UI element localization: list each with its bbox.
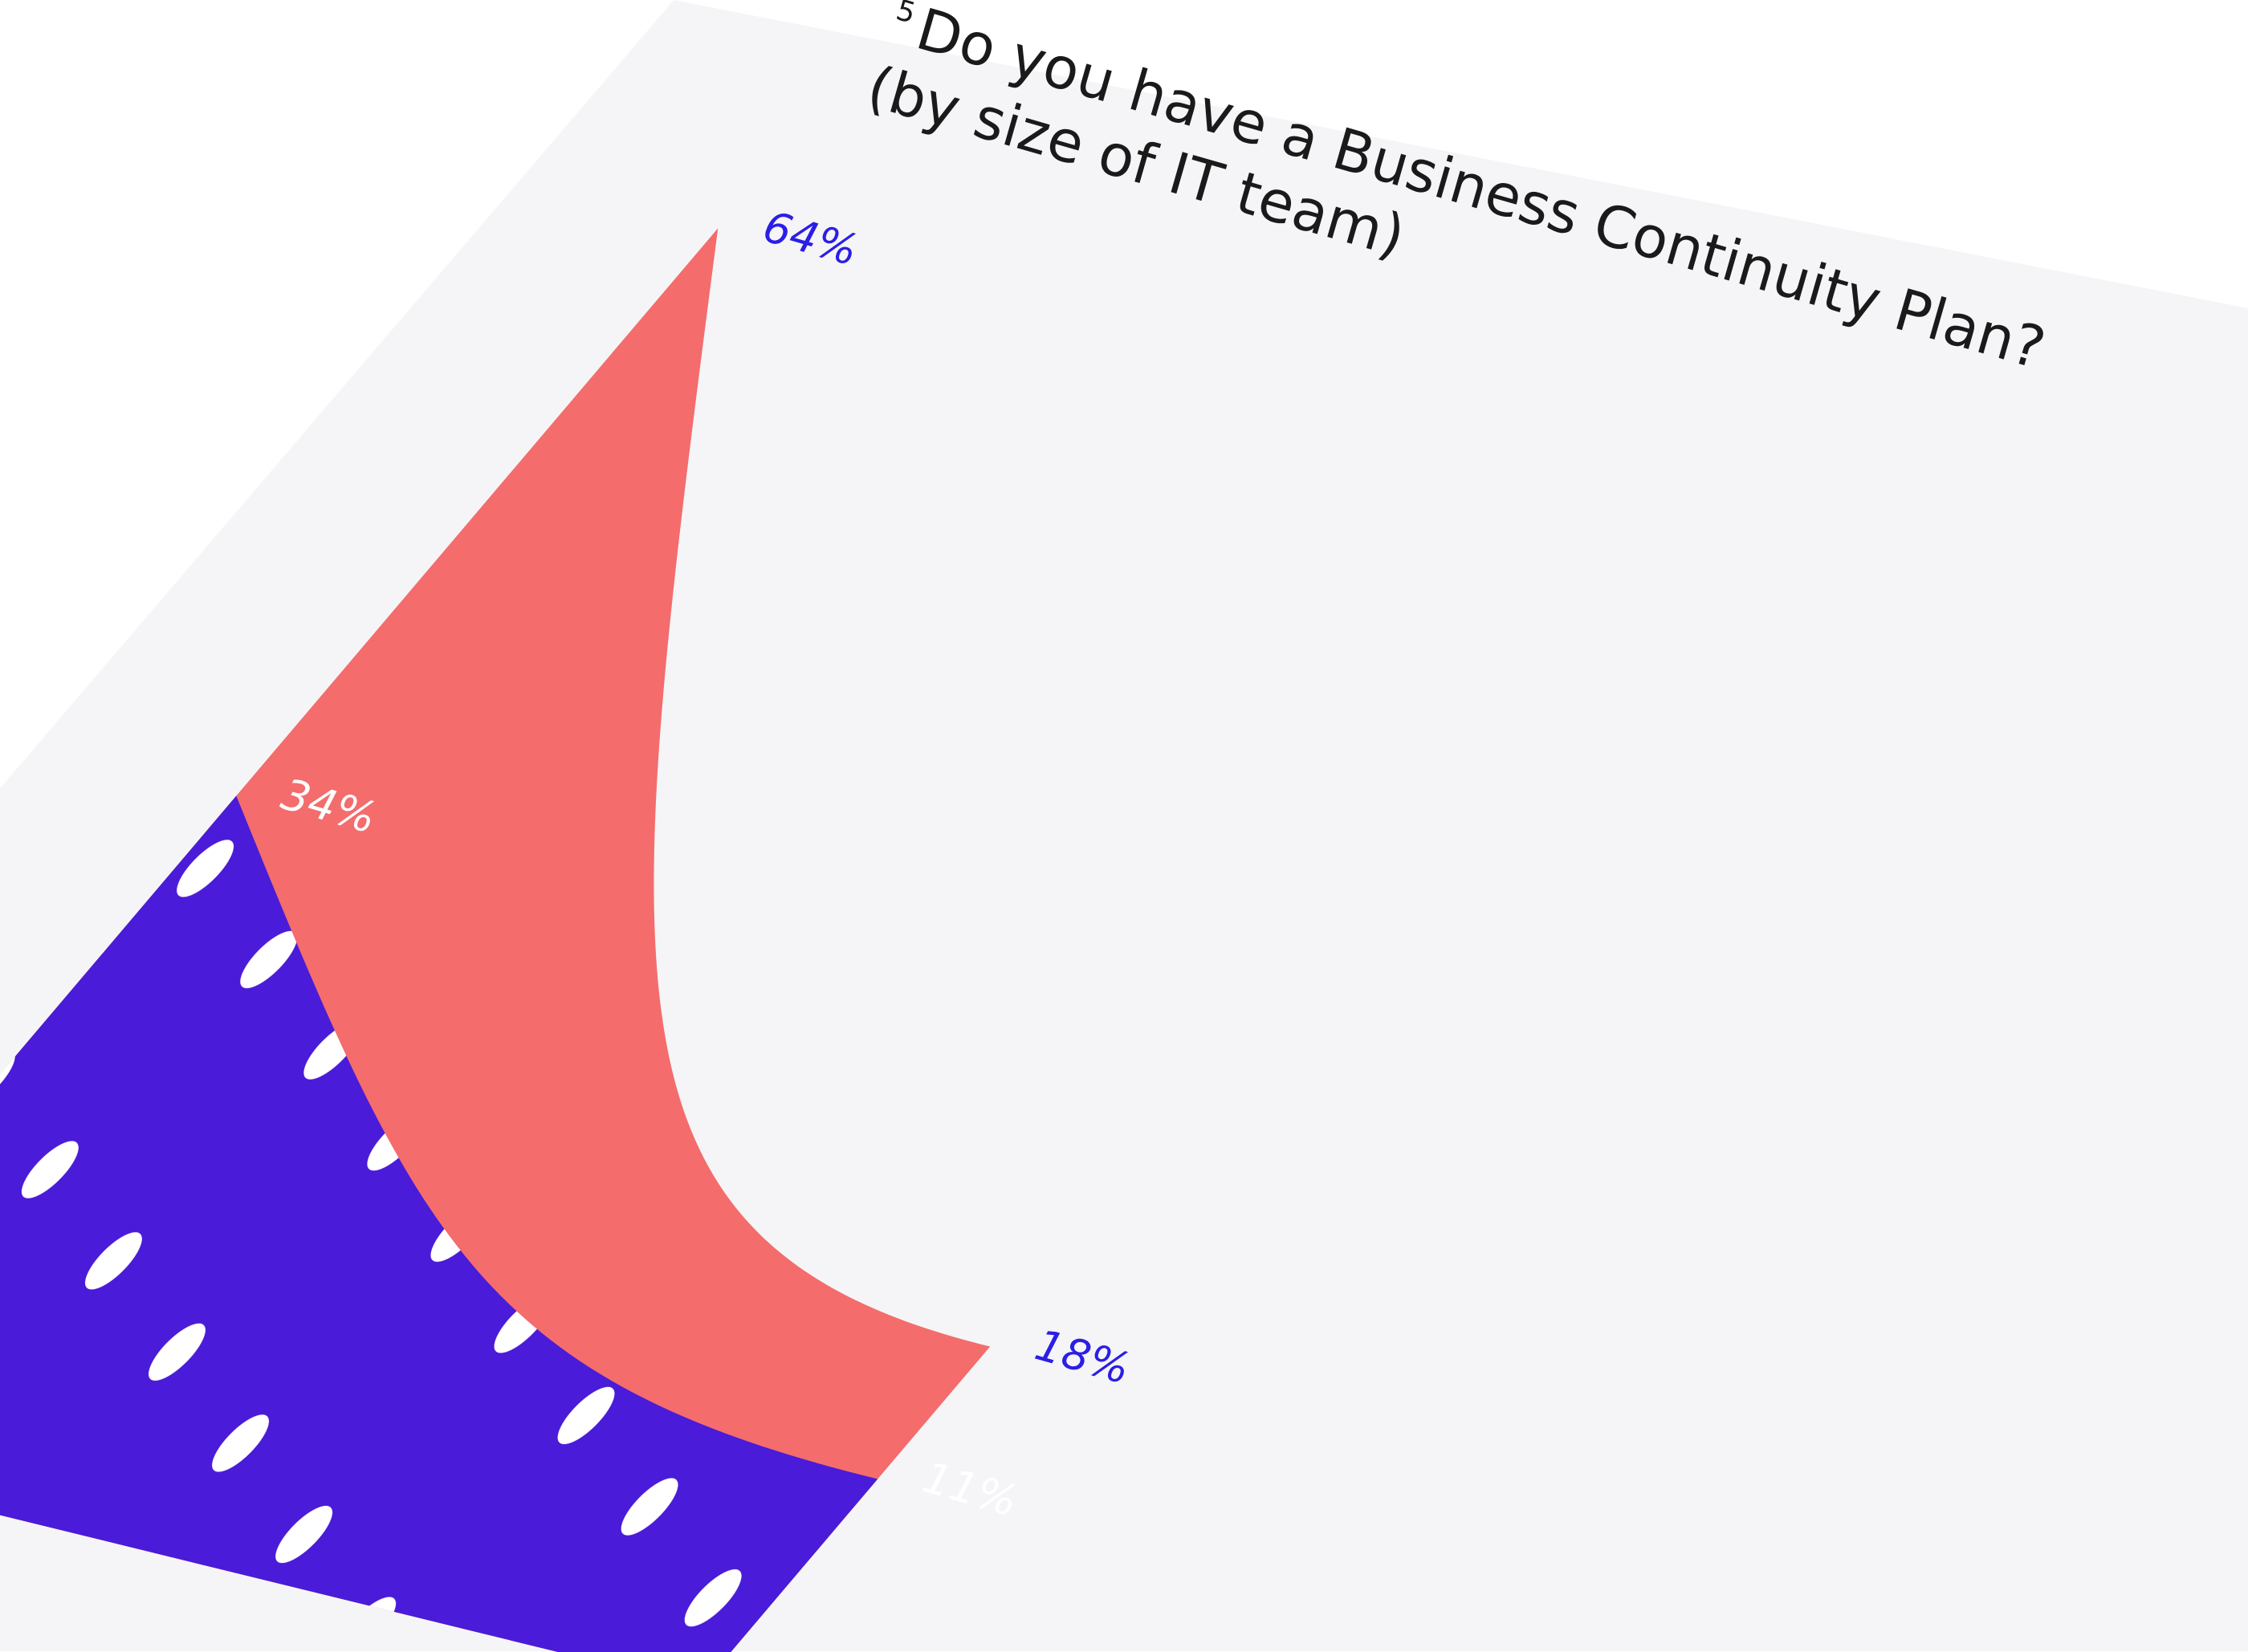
title-marker: 5 [893, 0, 919, 31]
area [0, 795, 878, 1652]
plot [0, 228, 991, 1652]
